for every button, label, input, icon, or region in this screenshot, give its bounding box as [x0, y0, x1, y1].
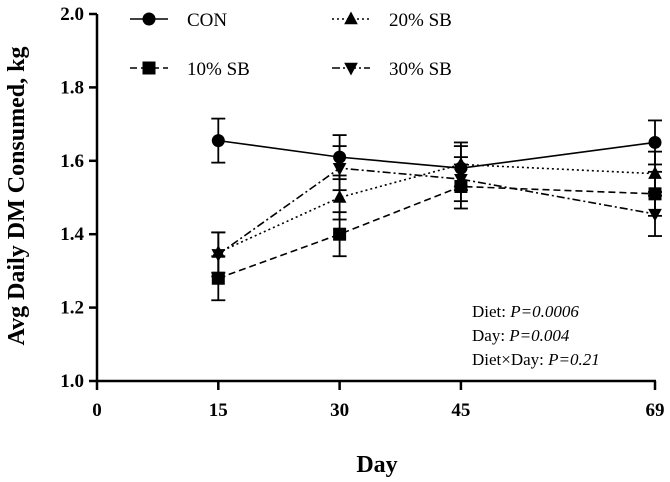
legend-item: 10% SB — [130, 59, 250, 80]
y-axis-title: Avg Daily DM Consumed, kg — [4, 47, 30, 346]
stat-p-value: P=0.004 — [508, 326, 570, 345]
x-tick-label: 30 — [330, 400, 349, 421]
stat-line: Diet×Day: P=0.21 — [472, 350, 600, 369]
series-10-sb — [211, 163, 662, 302]
data-point — [211, 249, 226, 262]
series-line — [217, 167, 656, 256]
legend-marker — [142, 61, 156, 75]
series-line — [217, 163, 656, 254]
axes: 1.0 1.2 1.4 1.6 1.8 2.0 0 15 30 45 69 — [60, 4, 664, 421]
data-point — [648, 166, 662, 179]
stat-label: Day: — [472, 326, 509, 345]
y-tick-label: 1.0 — [60, 371, 84, 392]
legend-item: 30% SB — [332, 59, 452, 80]
x-axis-title: Day — [356, 452, 397, 478]
stat-p-value: P=0.21 — [547, 350, 600, 369]
stat-label: Diet: — [472, 302, 510, 321]
series-line — [218, 139, 656, 169]
stat-line: Diet: P=0.0006 — [472, 302, 579, 321]
x-tick-label: 69 — [646, 400, 665, 421]
data-point — [648, 208, 662, 222]
legend-label: 30% SB — [389, 59, 452, 80]
legend-marker — [344, 62, 358, 76]
legend: CON 10% SB 20% SB 30% SB — [130, 10, 452, 80]
stat-label: Diet×Day: — [472, 350, 548, 369]
legend-item: CON — [130, 10, 227, 31]
data-point — [332, 190, 347, 203]
data-point — [332, 162, 347, 176]
y-tick-label: 1.4 — [60, 224, 84, 245]
stat-p-value: P=0.0006 — [509, 302, 579, 321]
x-tick-label: 15 — [209, 400, 228, 421]
x-tick-label: 45 — [451, 400, 470, 421]
data-point — [454, 173, 468, 187]
data-point — [211, 134, 225, 148]
legend-marker — [344, 11, 358, 25]
series-line — [218, 185, 656, 279]
legend-label: 10% SB — [187, 59, 250, 80]
data-point — [333, 227, 347, 241]
y-tick-label: 1.2 — [60, 298, 84, 319]
series-20-sb — [211, 141, 662, 274]
legend-marker — [142, 12, 156, 26]
series-30-sb — [211, 145, 662, 278]
stat-line: Day: P=0.004 — [472, 326, 570, 345]
data-point — [648, 135, 662, 149]
legend-label: CON — [187, 10, 227, 31]
legend-item: 20% SB — [332, 10, 452, 31]
series-layer — [211, 117, 662, 302]
y-tick-label: 1.6 — [60, 151, 84, 172]
data-point — [211, 271, 225, 285]
y-tick-label: 2.0 — [60, 4, 84, 25]
legend-label: 20% SB — [389, 10, 452, 31]
series-con — [211, 117, 662, 192]
x-tick-label: 0 — [92, 400, 102, 421]
y-tick-label: 1.8 — [60, 77, 84, 98]
